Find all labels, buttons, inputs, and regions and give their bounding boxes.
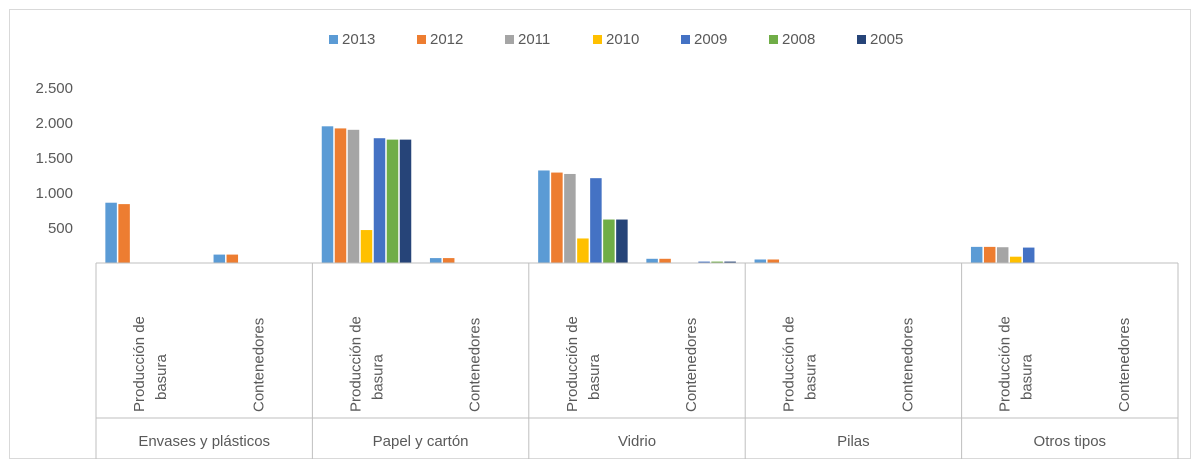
legend-swatch [417, 35, 426, 44]
x-tick-label-contenedores: Contenedores [467, 318, 484, 412]
x-tick-label-contenedores: Contenedores [900, 318, 917, 412]
legend-label: 2005 [870, 31, 903, 48]
bar-2008 [603, 219, 615, 263]
bar-2009 [373, 138, 386, 263]
bar-2013 [429, 258, 442, 263]
bar-2009 [698, 261, 710, 263]
bar-2011 [347, 129, 360, 263]
bar-2012 [551, 172, 563, 263]
bar-2013 [754, 259, 767, 263]
bar-2013 [646, 258, 658, 263]
x-tick-label-contenedores: Contenedores [683, 318, 700, 412]
legend-item-2011: 2011 [505, 31, 550, 48]
legend-swatch [593, 35, 602, 44]
bars [105, 126, 1035, 264]
bar-2012 [442, 258, 455, 263]
legend-label: 2012 [430, 31, 463, 48]
legend: 2013 2012 2011 2010 2009 2008 2005 [329, 31, 903, 48]
legend-item-2009: 2009 [681, 31, 727, 48]
bar-2012 [983, 246, 996, 263]
bar-2005 [399, 139, 412, 263]
y-tick-label: 1.000 [35, 185, 73, 202]
x-tick-label-produccion: Producción de basura [131, 316, 170, 412]
legend-swatch [505, 35, 514, 44]
y-tick-label: 2.500 [35, 80, 73, 97]
bar-2013 [970, 246, 983, 263]
legend-label: 2009 [694, 31, 727, 48]
legend-label: 2010 [606, 31, 639, 48]
x-tick-label-produccion: Producción de basura [348, 316, 387, 412]
bar-2010 [577, 238, 589, 263]
bar-2012 [767, 259, 780, 263]
bar-2010 [360, 230, 373, 263]
legend-item-2010: 2010 [593, 31, 639, 48]
x-axis: Producción de basura Contenedores Producció… [95, 262, 1179, 459]
bar-2009 [1022, 247, 1035, 263]
bar-2008 [711, 261, 723, 263]
legend-item-2005: 2005 [857, 31, 903, 48]
x-group-label: Envases y plásticos [138, 433, 270, 450]
bar-2012 [659, 258, 671, 263]
legend-swatch [769, 35, 778, 44]
bar-2012 [334, 128, 347, 263]
bar-2008 [386, 139, 399, 263]
bar-2005 [724, 261, 736, 263]
y-axis: 500 1.000 1.500 2.000 2.500 [35, 80, 73, 237]
legend-label: 2011 [518, 31, 550, 48]
bar-2012 [118, 204, 130, 263]
bar-2013 [321, 126, 334, 264]
x-group-label: Pilas [837, 433, 870, 450]
legend-swatch [329, 35, 338, 44]
x-tick-label-contenedores: Contenedores [250, 318, 267, 412]
legend-item-2012: 2012 [417, 31, 463, 48]
x-group-label: Papel y cartón [373, 433, 469, 450]
x-tick-label-produccion: Producción de basura [997, 316, 1036, 412]
legend-swatch [857, 35, 866, 44]
x-tick-label-produccion: Producción de basura [564, 316, 603, 412]
x-group-label: Vidrio [618, 433, 656, 450]
bar-2013 [538, 170, 550, 263]
bar-2012 [226, 254, 239, 263]
x-group-label: Otros tipos [1034, 433, 1107, 450]
y-tick-label: 500 [48, 220, 73, 237]
bar-2005 [616, 219, 628, 263]
y-tick-label: 1.500 [35, 150, 73, 167]
legend-label: 2008 [782, 31, 815, 48]
bar-2011 [996, 247, 1009, 263]
bar-2010 [1009, 256, 1022, 263]
x-tick-label-produccion: Producción de basura [780, 316, 819, 412]
bar-2013 [213, 254, 226, 263]
bar-2011 [564, 173, 576, 263]
legend-swatch [681, 35, 690, 44]
bar-2013 [105, 202, 117, 263]
x-tick-label-contenedores: Contenedores [1116, 318, 1133, 412]
legend-item-2008: 2008 [769, 31, 815, 48]
legend-label: 2013 [342, 31, 375, 48]
y-tick-label: 2.000 [35, 115, 73, 132]
legend-item-2013: 2013 [329, 31, 375, 48]
bar-2009 [590, 178, 602, 263]
